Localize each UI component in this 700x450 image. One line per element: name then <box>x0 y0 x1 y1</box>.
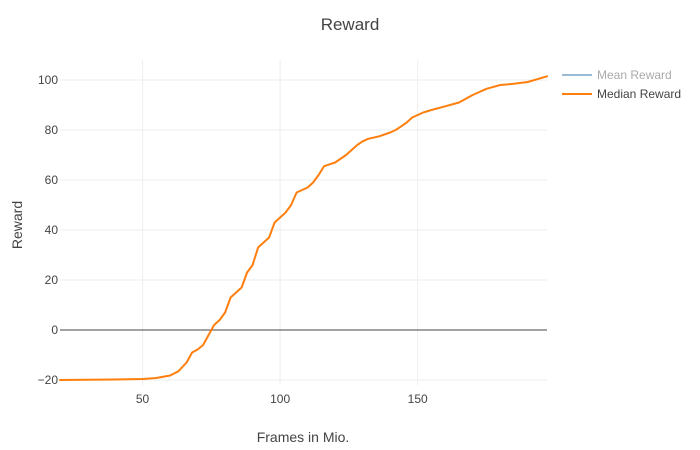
x-axis-ticks: 50 100 150 <box>136 392 428 406</box>
y-tick-label: 80 <box>45 123 59 137</box>
y-axis-label: Reward <box>9 201 25 249</box>
y-tick-label: −20 <box>38 373 59 387</box>
x-tick-label: 100 <box>270 392 290 406</box>
legend[interactable]: Mean Reward Median Reward <box>562 68 681 101</box>
legend-label: Median Reward <box>597 87 681 101</box>
x-axis-label: Frames in Mio. <box>257 429 350 445</box>
legend-label: Mean Reward <box>597 68 672 82</box>
legend-item-median-reward[interactable]: Median Reward <box>562 87 681 101</box>
y-axis-ticks: −20 0 20 40 60 80 100 <box>38 73 59 387</box>
series-line-median-reward <box>59 75 548 381</box>
y-tick-label: 0 <box>51 323 58 337</box>
x-tick-label: 150 <box>408 392 428 406</box>
y-tick-label: 60 <box>45 173 59 187</box>
plot-area <box>59 75 548 381</box>
chart-title: Reward <box>321 15 380 34</box>
y-tick-label: 20 <box>45 273 59 287</box>
legend-item-mean-reward[interactable]: Mean Reward <box>562 68 672 82</box>
y-tick-label: 40 <box>45 223 59 237</box>
x-tick-label: 50 <box>136 392 150 406</box>
grid <box>60 60 547 385</box>
y-tick-label: 100 <box>38 73 58 87</box>
